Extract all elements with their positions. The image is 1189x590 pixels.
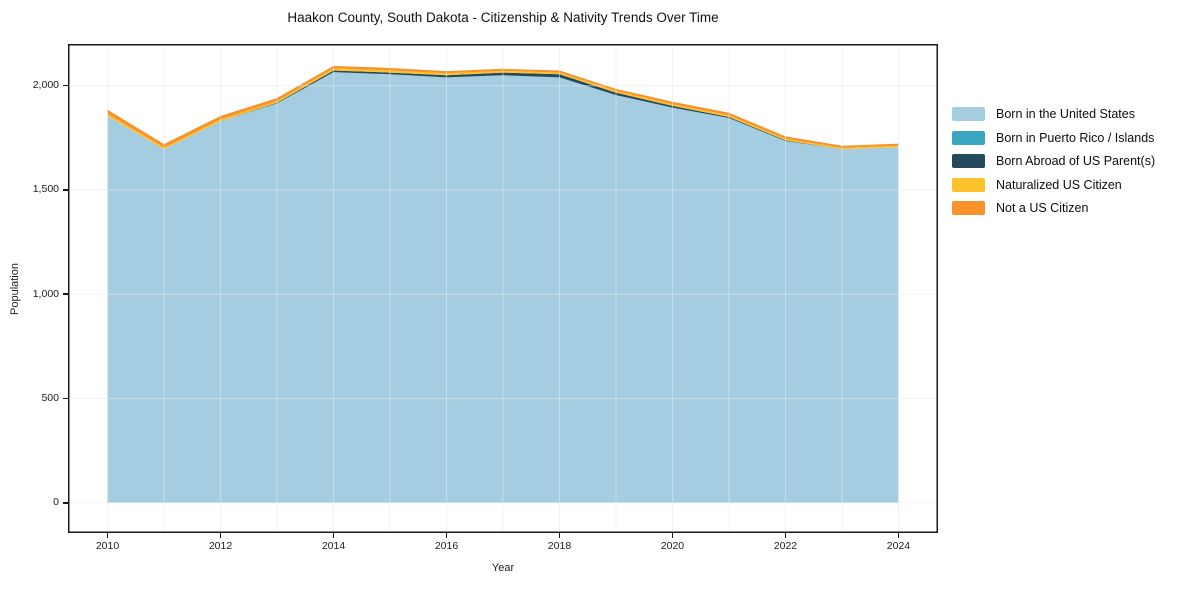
x-tick-mark	[445, 533, 448, 538]
chart-title: Haakon County, South Dakota - Citizenshi…	[287, 10, 719, 25]
legend: Born in the United States Born in Puerto …	[952, 107, 1155, 225]
plot-frame	[68, 44, 938, 533]
y-tick-mark	[63, 293, 68, 295]
y-tick-label: 2,000	[32, 79, 59, 92]
legend-swatch	[952, 107, 985, 121]
y-tick-mark	[63, 397, 68, 400]
stacked-area-chart	[68, 44, 938, 533]
x-tick-label: 2012	[208, 540, 233, 552]
legend-swatch	[952, 130, 985, 145]
plot-area	[68, 44, 938, 533]
legend-item-0: Born in the United States	[952, 107, 1155, 121]
legend-item-2: Born Abroad of US Parent(s)	[952, 154, 1155, 168]
y-tick-mark	[63, 84, 68, 87]
legend-label: Not a US Citizen	[996, 201, 1089, 215]
x-tick-mark	[558, 533, 561, 538]
y-tick-label: 1,500	[32, 183, 59, 196]
y-tick-mark	[63, 189, 68, 191]
legend-item-4: Not a US Citizen	[952, 201, 1155, 215]
x-tick-mark	[219, 533, 222, 538]
x-tick-label: 2010	[95, 540, 120, 552]
y-tick-mark	[63, 502, 68, 504]
legend-item-1: Born in Puerto Rico / Islands	[952, 130, 1155, 145]
x-tick-mark	[784, 533, 787, 538]
x-tick-label: 2024	[886, 540, 911, 552]
legend-label: Naturalized US Citizen	[996, 177, 1122, 192]
x-tick-label: 2022	[773, 540, 798, 552]
x-tick-label: 2014	[321, 540, 346, 552]
x-tick-mark	[332, 533, 335, 538]
y-tick-label: 1,000	[32, 287, 59, 300]
legend-item-3: Naturalized US Citizen	[952, 177, 1155, 192]
x-tick-mark	[671, 533, 674, 538]
legend-label: Born in Puerto Rico / Islands	[996, 130, 1155, 145]
x-tick-mark	[897, 533, 900, 538]
legend-swatch	[952, 154, 985, 168]
x-tick-label: 2020	[660, 540, 685, 552]
x-tick-label: 2018	[547, 540, 572, 552]
x-axis-label: Year	[491, 562, 515, 574]
legend-swatch	[952, 177, 985, 192]
legend-label: Born Abroad of US Parent(s)	[996, 154, 1156, 168]
legend-swatch	[952, 201, 985, 215]
y-tick-label: 500	[41, 391, 59, 404]
legend-label: Born in the United States	[996, 107, 1135, 121]
y-tick-label: 0	[53, 496, 59, 509]
x-tick-label: 2016	[434, 540, 459, 552]
x-tick-mark	[106, 533, 109, 538]
